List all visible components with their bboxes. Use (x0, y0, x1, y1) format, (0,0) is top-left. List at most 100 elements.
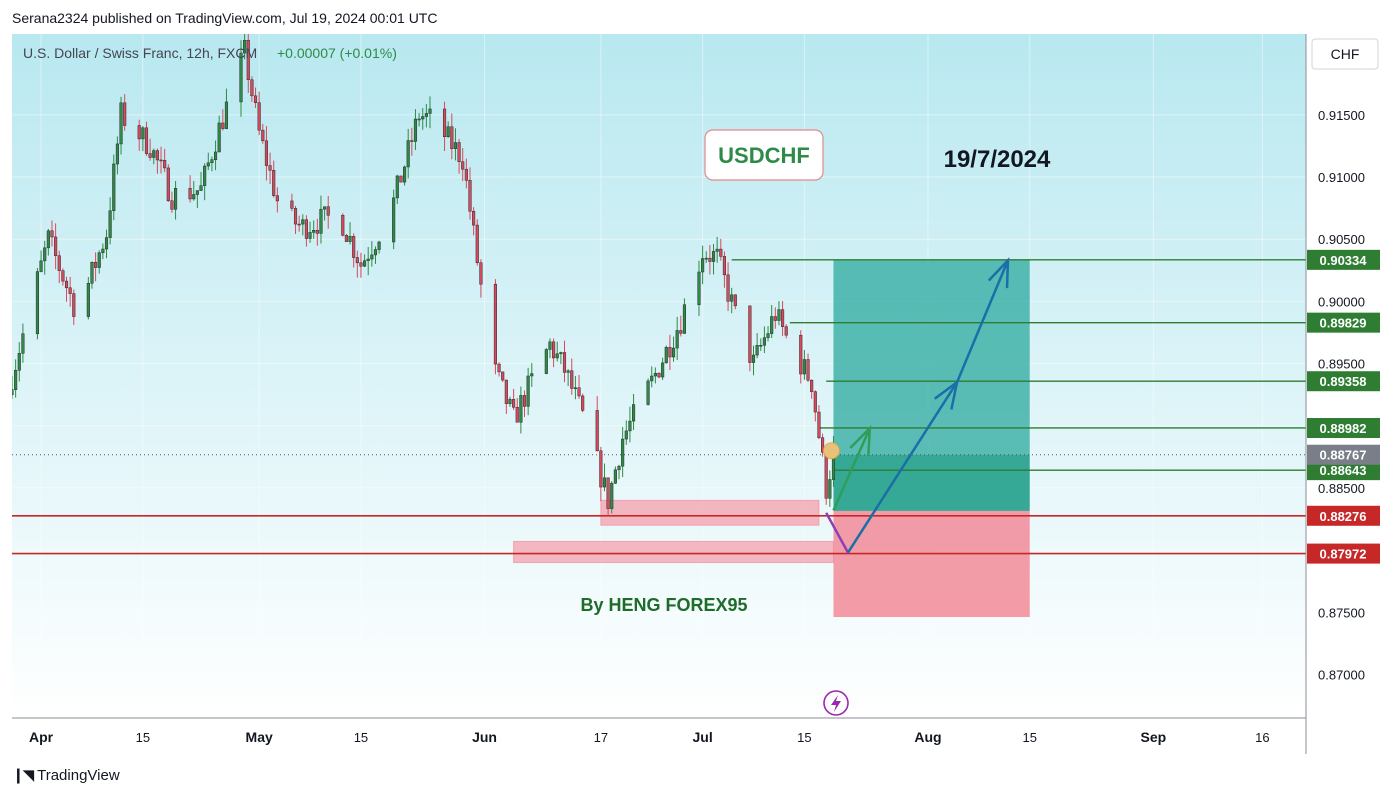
candle-body[interactable] (370, 254, 374, 260)
candle-body[interactable] (43, 247, 47, 262)
candle-body[interactable] (210, 159, 214, 164)
candle-body[interactable] (715, 248, 719, 252)
candle-body[interactable] (519, 395, 523, 423)
candle-body[interactable] (319, 208, 323, 234)
candle-body[interactable] (646, 380, 650, 405)
candle-body[interactable] (239, 52, 243, 103)
candle-body[interactable] (701, 258, 705, 273)
candle-body[interactable] (363, 260, 367, 267)
candle-body[interactable] (624, 430, 628, 440)
candle-body[interactable] (653, 372, 657, 377)
candle-body[interactable] (12, 389, 14, 395)
price-tag-0.89358[interactable] (1307, 371, 1380, 392)
candle-body[interactable] (152, 150, 156, 158)
candle-body[interactable] (46, 230, 50, 249)
candle-body[interactable] (457, 142, 461, 162)
candle-body[interactable] (726, 274, 730, 302)
candle-body[interactable] (562, 352, 567, 373)
candle-body[interactable] (751, 354, 756, 363)
candle-body[interactable] (661, 362, 665, 378)
chart-svg[interactable]: 0.915000.910000.905000.900000.895000.890… (12, 34, 1384, 754)
candle-body[interactable] (762, 337, 766, 346)
candle-body[interactable] (548, 341, 552, 350)
candle-body[interactable] (195, 190, 199, 195)
candle-body[interactable] (301, 219, 305, 225)
candle-body[interactable] (577, 387, 581, 397)
candle-body[interactable] (123, 102, 127, 126)
candle-body[interactable] (213, 151, 218, 160)
candle-body[interactable] (555, 353, 559, 359)
candle-body[interactable] (464, 168, 468, 181)
candle-body[interactable] (355, 257, 359, 264)
candle-body[interactable] (275, 195, 279, 202)
long-position-entry-zone[interactable] (833, 454, 1030, 511)
candle-body[interactable] (174, 188, 178, 210)
last-price-tag[interactable] (1307, 444, 1380, 465)
candle-body[interactable] (628, 420, 632, 432)
candle-body[interactable] (468, 180, 472, 212)
candle-body[interactable] (54, 236, 58, 256)
candle-body[interactable] (21, 333, 25, 354)
candle-body[interactable] (552, 341, 556, 359)
candle-body[interactable] (679, 330, 683, 334)
candle-body[interactable] (115, 143, 119, 165)
candle-body[interactable] (704, 257, 708, 260)
candle-body[interactable] (733, 294, 737, 307)
price-tag-0.87972[interactable] (1307, 543, 1380, 564)
candle-body[interactable] (610, 482, 614, 509)
candle-body[interactable] (315, 230, 319, 234)
candle-body[interactable] (621, 438, 625, 467)
candle-body[interactable] (97, 252, 101, 268)
candle-body[interactable] (17, 353, 21, 371)
candle-body[interactable] (682, 304, 687, 334)
candle-body[interactable] (606, 477, 610, 509)
candle-body[interactable] (50, 230, 54, 238)
price-tag-0.89829[interactable] (1307, 312, 1380, 333)
candle-body[interactable] (595, 410, 599, 452)
candle-body[interactable] (719, 248, 723, 257)
candle-body[interactable] (61, 270, 65, 282)
candle-body[interactable] (250, 79, 254, 97)
candle-body[interactable] (410, 140, 414, 142)
candle-body[interactable] (417, 118, 421, 121)
candle-body[interactable] (94, 261, 98, 268)
candle-body[interactable] (526, 375, 530, 407)
candle-body[interactable] (453, 142, 458, 149)
candle-body[interactable] (199, 185, 203, 191)
candle-body[interactable] (323, 206, 327, 210)
candle-body[interactable] (650, 375, 654, 382)
candle-body[interactable] (472, 210, 476, 226)
candle-body[interactable] (711, 251, 716, 262)
candle-body[interactable] (810, 379, 814, 392)
candle-body[interactable] (722, 256, 726, 276)
candle-body[interactable] (581, 395, 585, 411)
candle-body[interactable] (159, 159, 163, 162)
candle-body[interactable] (522, 395, 527, 407)
candle-body[interactable] (708, 257, 712, 262)
candle-body[interactable] (352, 236, 356, 258)
price-tag-0.88643[interactable] (1307, 460, 1380, 481)
candle-body[interactable] (450, 126, 454, 149)
candle-body[interactable] (68, 287, 72, 294)
footer-brand[interactable]: ❙◥ TradingView (12, 766, 120, 784)
candle-body[interactable] (373, 249, 378, 256)
candle-body[interactable] (304, 219, 308, 239)
candle-body[interactable] (813, 391, 817, 413)
candle-body[interactable] (86, 283, 90, 317)
candle-body[interactable] (272, 170, 276, 196)
candle-body[interactable] (144, 127, 149, 154)
candle-body[interactable] (312, 230, 316, 233)
candle-body[interactable] (446, 126, 450, 137)
small-up-arrow[interactable] (832, 427, 871, 511)
candle-body[interactable] (631, 404, 636, 422)
candle-body[interactable] (406, 140, 410, 168)
candle-body[interactable] (501, 371, 505, 381)
candle-body[interactable] (755, 345, 759, 356)
candle-body[interactable] (802, 359, 806, 375)
candle-body[interactable] (112, 163, 116, 211)
price-tag-0.88276[interactable] (1307, 505, 1380, 526)
candle-body[interactable] (108, 210, 112, 238)
candle-body[interactable] (188, 188, 192, 200)
candle-body[interactable] (261, 129, 265, 142)
candle-body[interactable] (57, 255, 61, 271)
